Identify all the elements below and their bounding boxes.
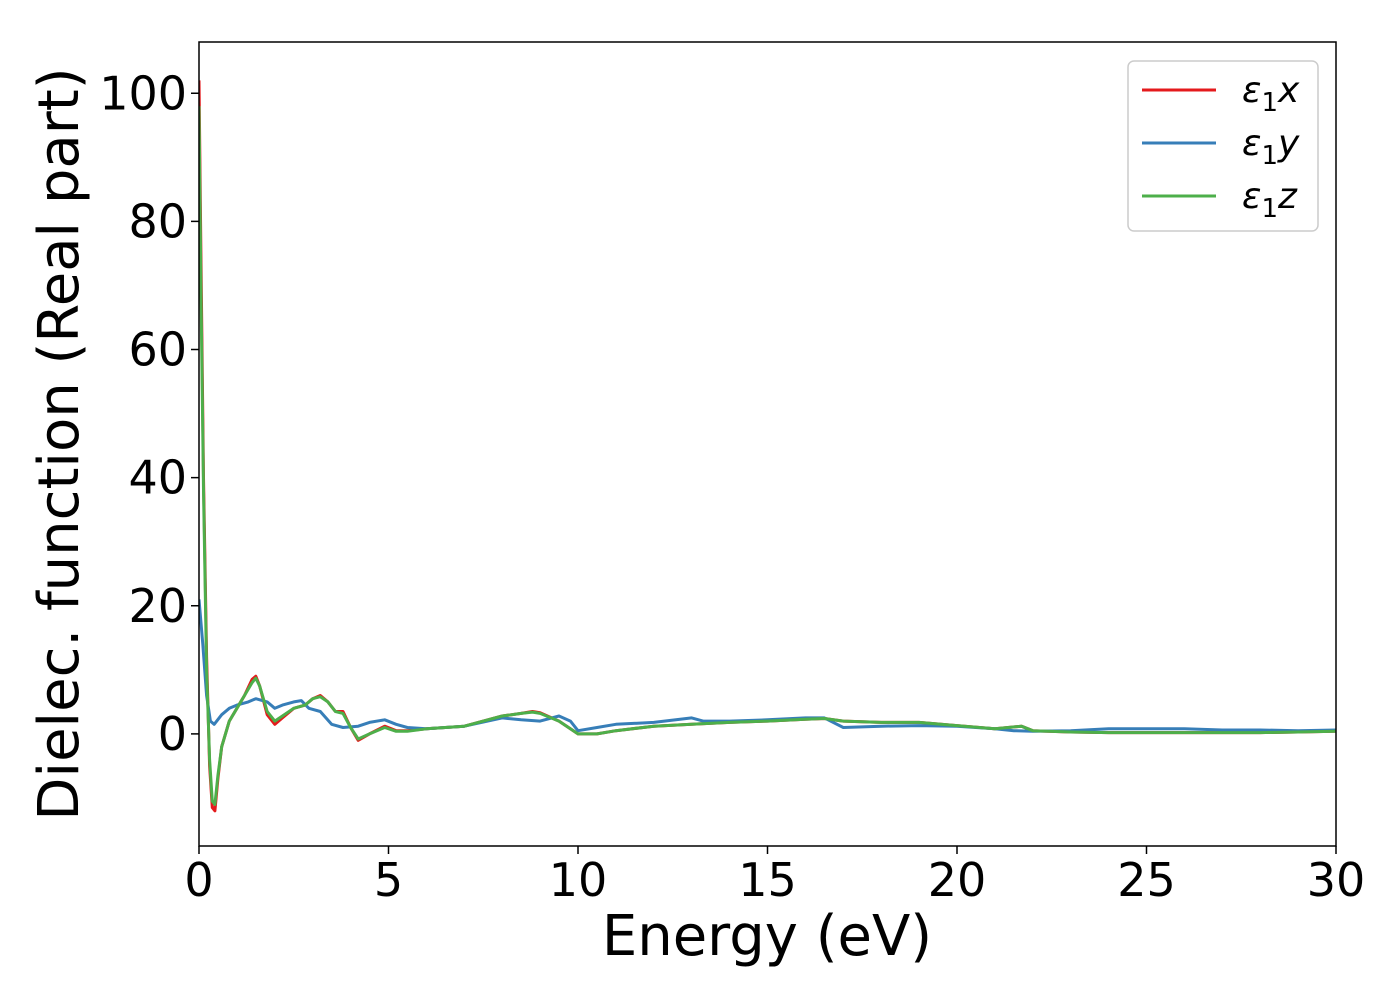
x-tick-label: 15 xyxy=(738,853,797,907)
y-tick-label: 40 xyxy=(128,451,187,505)
legend: ε1x ε1y ε1z xyxy=(1127,60,1319,232)
y-axis-title: Dielec. function (Real part) xyxy=(27,67,92,820)
y-tick-label: 100 xyxy=(99,66,187,120)
x-axis-title: Energy (eV) xyxy=(602,904,932,969)
x-tick-label: 5 xyxy=(374,853,403,907)
y-tick-label: 60 xyxy=(128,323,187,377)
y-axis: 0 20 40 60 80 100 xyxy=(99,66,199,761)
x-tick-label: 25 xyxy=(1117,853,1176,907)
legend-label: ε1x xyxy=(1242,70,1300,118)
series-line-y xyxy=(199,599,1336,733)
legend-label: ε1y xyxy=(1242,123,1300,171)
y-tick-label: 20 xyxy=(128,579,187,633)
y-tick-label: 80 xyxy=(128,194,187,248)
series-line-z xyxy=(199,106,1336,806)
x-tick-label: 10 xyxy=(549,853,608,907)
series-layer xyxy=(199,80,1336,813)
legend-label: ε1z xyxy=(1242,176,1298,224)
y-tick-label: 0 xyxy=(158,707,187,761)
x-axis: 0 5 10 15 20 25 30 xyxy=(184,846,1365,907)
x-tick-label: 20 xyxy=(928,853,987,907)
x-tick-label: 30 xyxy=(1307,853,1366,907)
x-tick-label: 0 xyxy=(184,853,213,907)
legend-box xyxy=(1127,60,1319,232)
